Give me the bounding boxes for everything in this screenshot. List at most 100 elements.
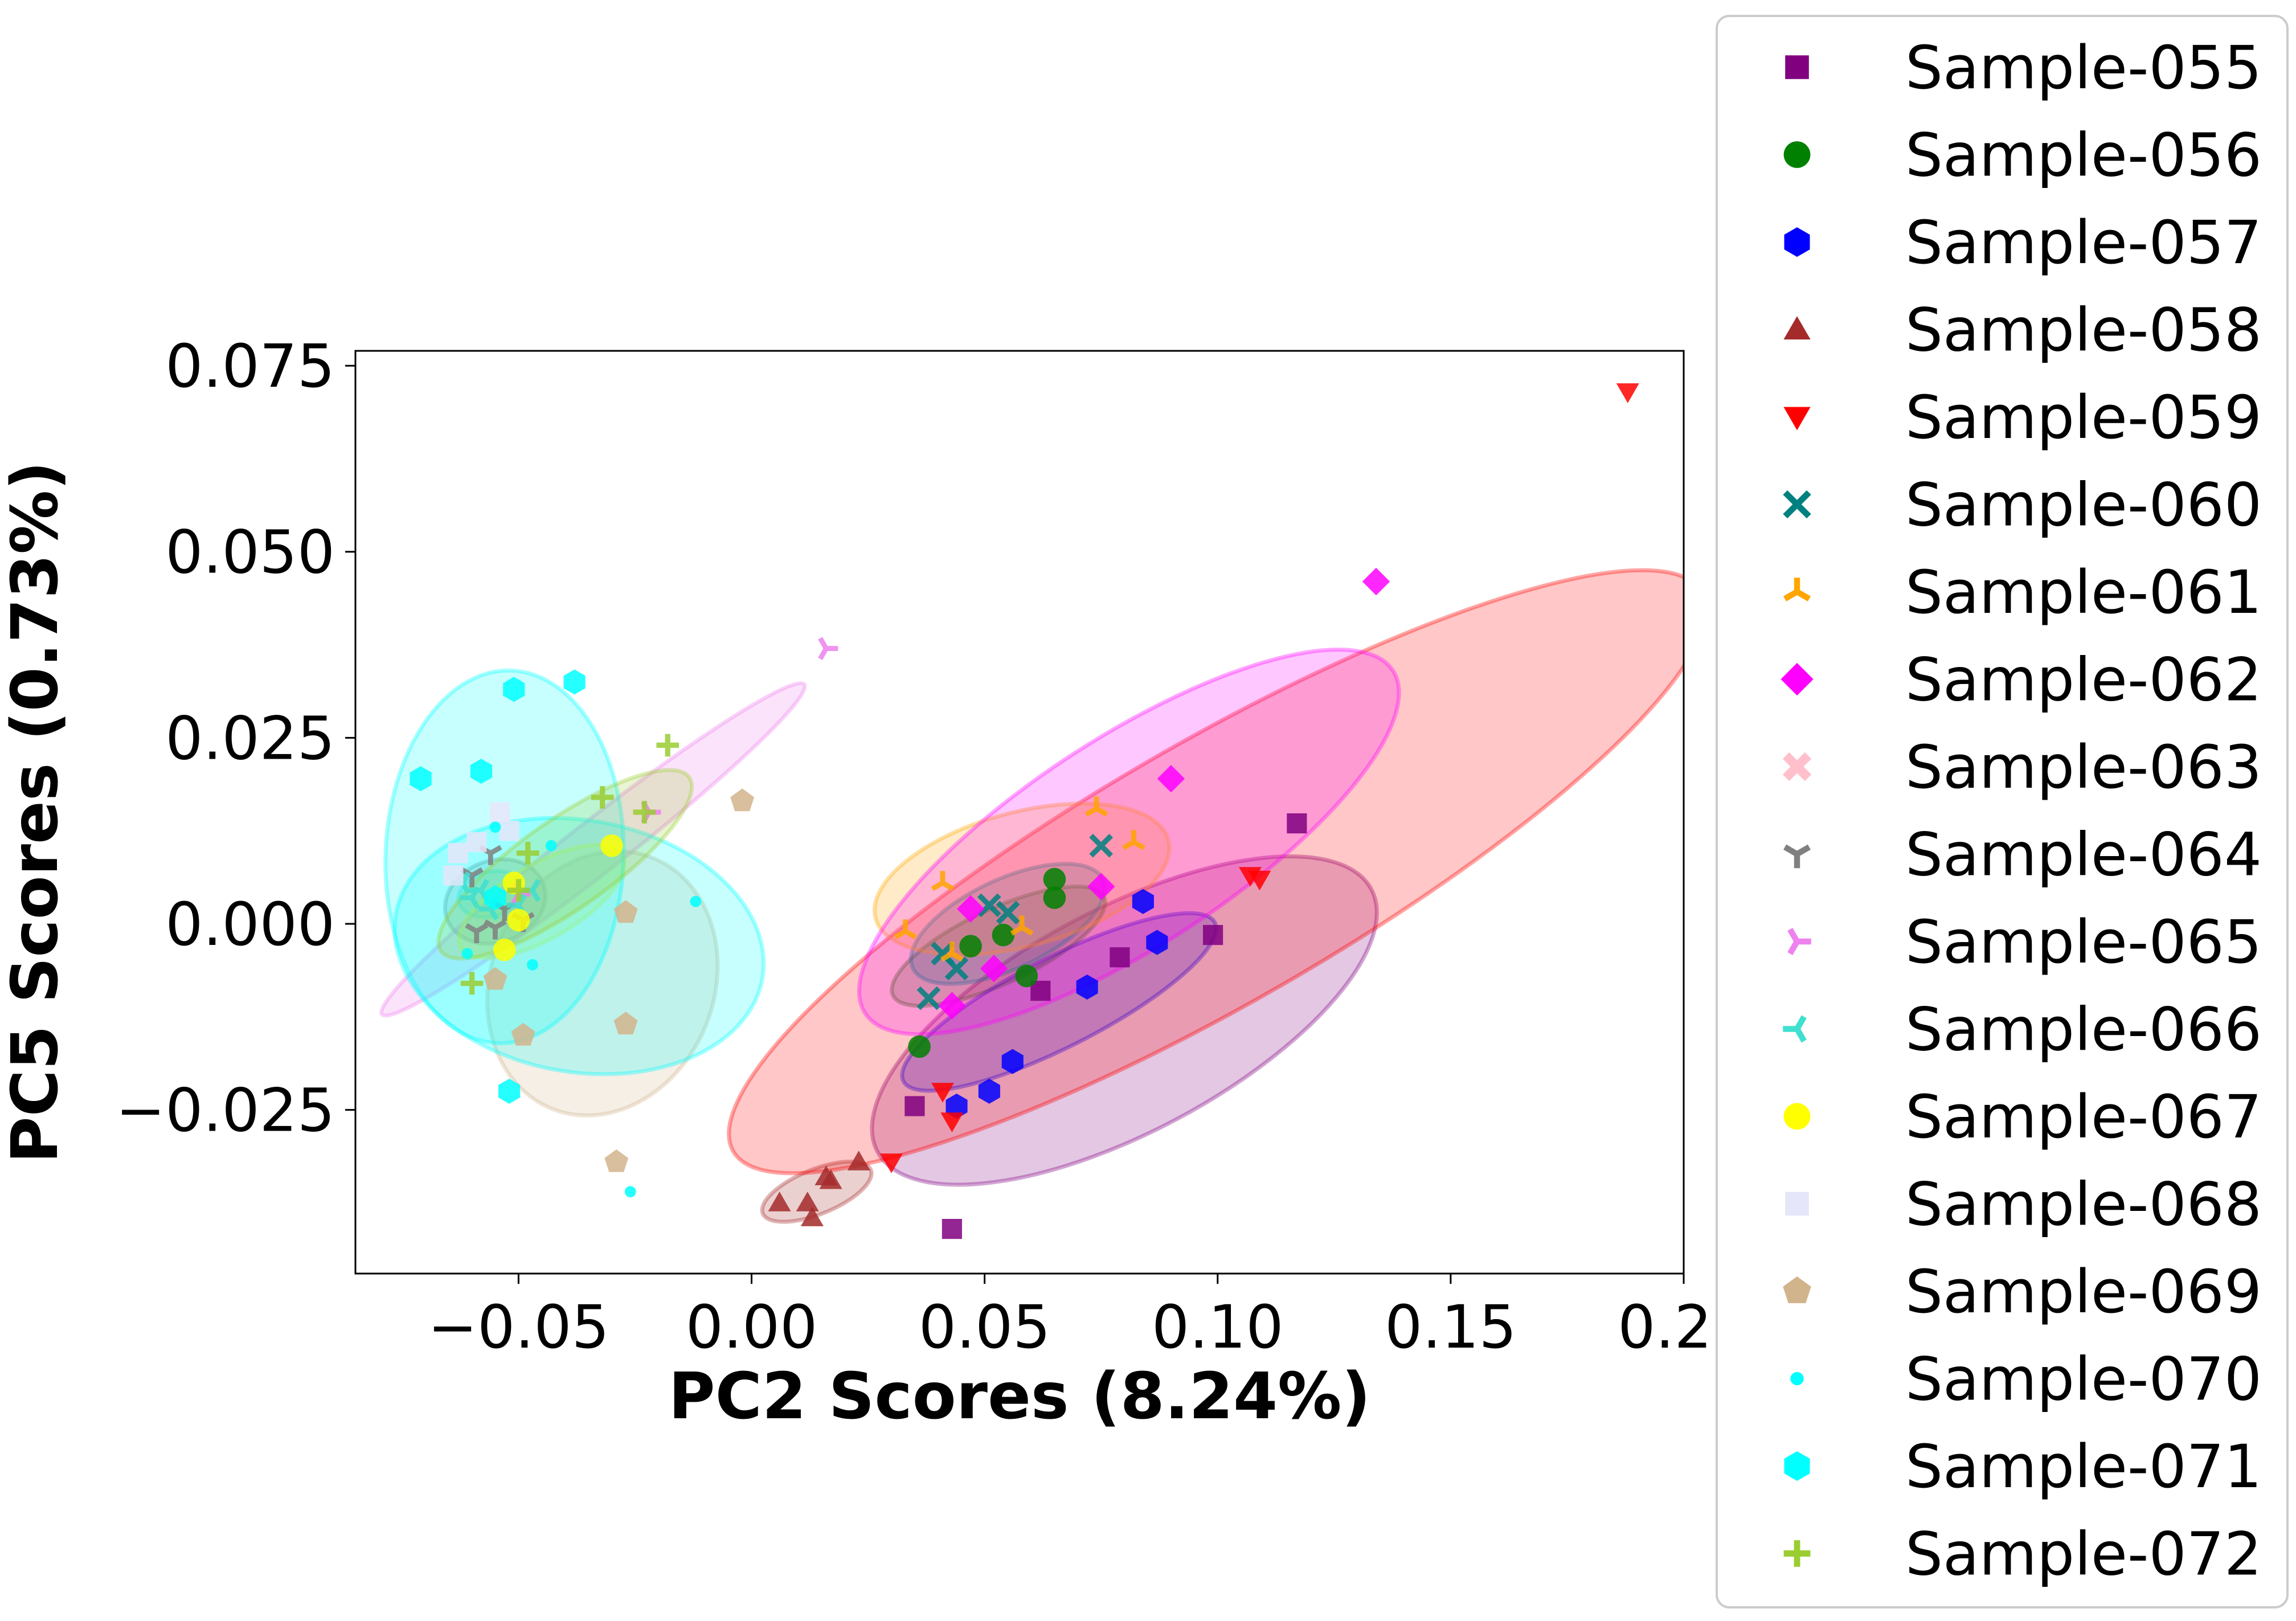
- point-sample-062: [1157, 765, 1185, 793]
- y-tick-label: −0.025: [116, 1076, 335, 1145]
- point-sample-058: [796, 1192, 819, 1211]
- point-sample-072: [460, 972, 484, 995]
- legend-item-sample-055: Sample-055: [1785, 33, 2262, 103]
- legend-label: Sample-055: [1905, 33, 2262, 103]
- legend-marker: [1783, 1540, 1811, 1567]
- point-sample-055: [1287, 813, 1307, 834]
- point-sample-055: [1110, 947, 1130, 968]
- point-sample-068: [499, 821, 519, 841]
- legend-marker: [1783, 1103, 1811, 1130]
- point-sample-058: [819, 1169, 842, 1189]
- point-sample-057: [1076, 975, 1098, 1000]
- legend-label: Sample-071: [1905, 1432, 2262, 1501]
- point-sample-056: [992, 923, 1015, 947]
- legend-label: Sample-067: [1905, 1082, 2262, 1152]
- point-sample-067: [493, 938, 516, 961]
- point-sample-071: [563, 669, 586, 695]
- legend-label: Sample-058: [1905, 296, 2262, 365]
- legend-item-sample-060: Sample-060: [1783, 470, 2262, 540]
- ellipse-sample-065: [379, 681, 807, 1018]
- legend-marker: [1784, 1451, 1810, 1481]
- point-sample-061: [1122, 830, 1145, 850]
- point-sample-065: [818, 637, 838, 660]
- point-sample-062: [956, 895, 985, 923]
- legend-item-sample-057: Sample-057: [1784, 208, 2262, 277]
- point-sample-070: [690, 895, 702, 907]
- legend-marker: [1784, 227, 1810, 257]
- legend-item-sample-056: Sample-056: [1783, 121, 2262, 190]
- legend-marker: [1781, 662, 1814, 696]
- legend-item-sample-063: Sample-063: [1782, 732, 2262, 802]
- point-sample-072: [507, 879, 530, 902]
- point-sample-060: [1089, 833, 1114, 858]
- point-sample-060: [977, 893, 1001, 918]
- x-tick-label: 0.15: [1385, 1292, 1517, 1362]
- point-sample-061: [931, 871, 955, 891]
- point-sample-055: [1202, 924, 1223, 945]
- point-sample-069: [613, 1012, 638, 1035]
- legend-item-sample-059: Sample-059: [1783, 383, 2262, 452]
- ellipse-sample-071: [383, 668, 626, 1046]
- point-sample-072: [516, 842, 539, 865]
- legend-marker: [1783, 1015, 1807, 1043]
- point-sample-069: [511, 1022, 535, 1046]
- legend-marker: [1790, 1372, 1804, 1386]
- x-axis-title: PC2 Scores (8.24%): [669, 1360, 1371, 1434]
- point-sample-066: [460, 886, 480, 910]
- point-sample-068: [443, 865, 464, 886]
- legend-item-sample-067: Sample-067: [1783, 1082, 2262, 1152]
- point-sample-055: [942, 1219, 962, 1239]
- point-sample-068: [448, 843, 468, 863]
- point-sample-056: [1043, 886, 1066, 910]
- point-sample-067: [600, 834, 623, 857]
- legend-item-sample-072: Sample-072: [1783, 1520, 2262, 1589]
- point-sample-070: [545, 840, 557, 852]
- point-sample-057: [978, 1078, 1000, 1104]
- legend-label: Sample-062: [1905, 645, 2262, 715]
- point-sample-059: [931, 1083, 954, 1103]
- x-axis-ticks: −0.05 0.00 0.05 0.10 0.15 0.20: [428, 1274, 1750, 1362]
- legend-marker: [1783, 316, 1811, 339]
- legend-item-sample-062: Sample-062: [1781, 645, 2262, 715]
- point-sample-058: [800, 1206, 824, 1226]
- legend-marker: [1787, 928, 1811, 955]
- legend-label: Sample-063: [1905, 732, 2262, 802]
- legend-marker: [1783, 407, 1811, 431]
- point-sample-061: [1010, 915, 1034, 936]
- point-sample-070: [527, 959, 538, 971]
- point-sample-057: [1001, 1049, 1024, 1074]
- point-sample-055: [905, 1096, 925, 1116]
- legend-marker: [1783, 578, 1811, 601]
- point-sample-071: [470, 759, 492, 784]
- x-tick-label: 0.10: [1152, 1292, 1284, 1362]
- legend-label: Sample-066: [1905, 995, 2262, 1065]
- legend-item-sample-068: Sample-068: [1785, 1170, 2262, 1239]
- y-tick-label: 0.050: [165, 518, 335, 587]
- ellipse-sample-058: [760, 1159, 874, 1224]
- legend-label: Sample-070: [1905, 1345, 2262, 1414]
- legend: Sample-055 Sample-056 Sample-057 Sample-058…: [1716, 15, 2289, 1608]
- point-sample-069: [613, 900, 638, 923]
- point-sample-059: [1616, 383, 1639, 403]
- point-sample-056: [908, 1035, 931, 1058]
- point-sample-072: [633, 801, 656, 824]
- point-sample-059: [940, 1112, 964, 1132]
- point-sample-072: [591, 786, 614, 809]
- legend-label: Sample-068: [1905, 1170, 2262, 1239]
- point-sample-058: [768, 1192, 791, 1211]
- legend-label: Sample-064: [1905, 820, 2262, 890]
- point-sample-069: [483, 967, 508, 990]
- legend-marker: [1783, 490, 1811, 519]
- point-sample-071: [503, 677, 525, 702]
- legend-item-sample-069: Sample-069: [1783, 1257, 2262, 1327]
- point-sample-061: [894, 919, 917, 940]
- legend-item-sample-070: Sample-070: [1790, 1345, 2262, 1414]
- y-axis-ticks: −0.025 0.000 0.025 0.050 0.075: [116, 331, 355, 1145]
- legend-label: Sample-069: [1905, 1257, 2262, 1327]
- x-tick-label: 0.05: [919, 1292, 1051, 1362]
- legend-item-sample-065: Sample-065: [1787, 907, 2262, 977]
- point-sample-062: [1087, 873, 1115, 900]
- point-sample-061: [1084, 796, 1108, 817]
- ellipse-sample-067: [457, 842, 627, 960]
